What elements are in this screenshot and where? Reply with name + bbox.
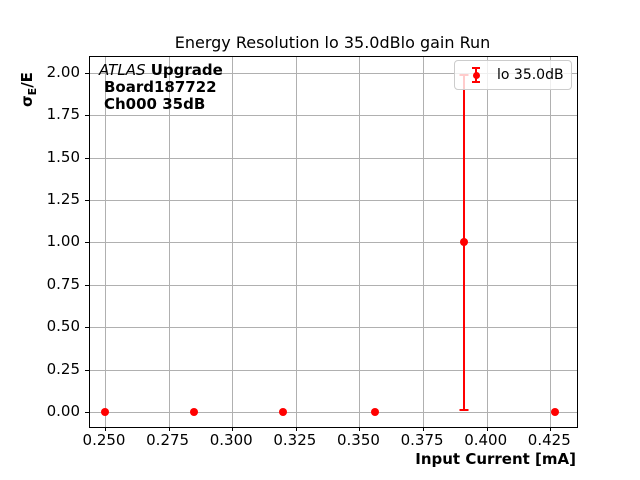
y-gridline xyxy=(90,411,577,413)
y-tick-mark xyxy=(85,72,89,74)
data-point xyxy=(101,407,109,416)
annotation-line-2: Board187722 xyxy=(104,78,217,96)
y-gridline xyxy=(90,369,577,371)
x-tick-mark xyxy=(232,427,234,431)
legend-box: lo 35.0dB xyxy=(454,60,572,90)
legend-label: lo 35.0dB xyxy=(497,67,564,83)
legend-errorbar-cap-top xyxy=(472,67,480,69)
y-tick-mark xyxy=(85,242,89,244)
x-tick-label: 0.250 xyxy=(82,431,126,449)
x-gridline xyxy=(359,57,361,427)
y-gridline xyxy=(90,200,577,202)
y-tick-mark xyxy=(85,411,89,413)
y-tick-mark xyxy=(85,115,89,117)
y-tick-label: 1.75 xyxy=(46,105,80,124)
y-tick-mark xyxy=(85,200,89,202)
y-gridline xyxy=(90,157,577,159)
x-gridline xyxy=(105,57,106,427)
plot-area: lo 35.0dB xyxy=(85,56,578,431)
y-tick-mark xyxy=(85,369,89,371)
x-tick-label: 0.350 xyxy=(336,431,380,449)
x-tick-mark xyxy=(105,427,106,431)
y-tick-label: 2.00 xyxy=(46,62,80,81)
x-gridline xyxy=(486,57,488,427)
data-point xyxy=(370,407,379,416)
y-tick-mark xyxy=(85,157,89,159)
x-gridline xyxy=(168,57,170,427)
errorbar-legend-icon xyxy=(471,66,481,84)
y-tick-mark xyxy=(85,327,89,329)
x-tick-mark xyxy=(486,427,488,431)
data-point xyxy=(551,407,560,416)
x-tick-mark xyxy=(550,427,552,431)
y-axis-label-subscript: E xyxy=(26,87,39,96)
y-tick-label: 1.25 xyxy=(46,190,80,209)
x-tick-mark xyxy=(423,427,425,431)
annotation-line-3: Ch000 35dB xyxy=(104,95,206,113)
x-tick-mark xyxy=(359,427,361,431)
x-gridline xyxy=(423,57,425,427)
plot-annotation: ATLAS Upgrade Board187722 Ch000 35dB xyxy=(99,62,223,113)
data-point xyxy=(279,407,288,416)
errorbar-cap-bottom xyxy=(459,409,469,412)
y-tick-label: 0.00 xyxy=(46,401,80,420)
y-tick-label: 1.50 xyxy=(46,147,80,166)
x-tick-label: 0.325 xyxy=(273,431,317,449)
chart-title: Energy Resolution lo 35.0dBlo gain Run xyxy=(174,33,491,52)
x-gridline xyxy=(550,57,552,427)
x-tick-mark xyxy=(168,427,170,431)
legend-marker-dot xyxy=(472,71,480,79)
annotation-upgrade: Upgrade xyxy=(145,61,223,79)
y-gridline xyxy=(90,327,577,329)
x-tick-label: 0.275 xyxy=(146,431,190,449)
x-gridline xyxy=(232,57,234,427)
y-gridline xyxy=(90,284,577,286)
y-gridline xyxy=(90,242,577,244)
y-tick-label: 0.50 xyxy=(46,317,80,336)
y-gridline xyxy=(90,72,577,74)
x-tick-mark xyxy=(295,427,297,431)
x-tick-label: 0.425 xyxy=(527,431,571,449)
y-tick-label: 1.00 xyxy=(46,232,80,251)
annotation-line-1: ATLAS Upgrade xyxy=(99,62,223,79)
x-tick-label: 0.400 xyxy=(464,431,508,449)
y-tick-label: 0.75 xyxy=(46,274,80,293)
x-tick-label: 0.300 xyxy=(209,431,253,449)
annotation-atlas: ATLAS xyxy=(99,61,146,79)
data-point xyxy=(459,238,468,247)
x-axis-label: Input Current [mA] xyxy=(415,450,576,468)
y-tick-label: 0.25 xyxy=(46,359,80,378)
y-gridline xyxy=(90,115,577,117)
data-point xyxy=(190,407,199,416)
legend-errorbar-cap-bottom xyxy=(472,81,480,83)
x-gridline xyxy=(295,57,297,427)
y-tick-mark xyxy=(85,284,89,286)
x-tick-label: 0.375 xyxy=(400,431,444,449)
